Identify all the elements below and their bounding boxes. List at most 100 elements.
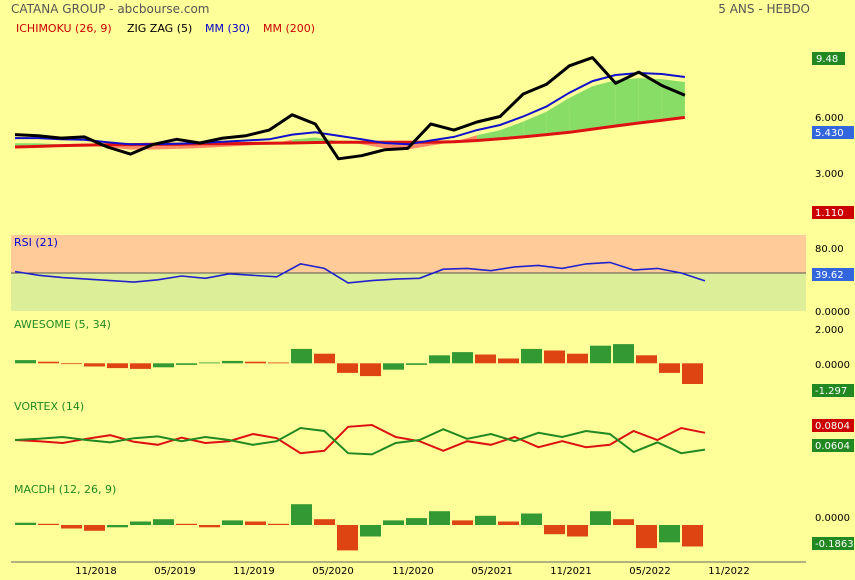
histogram-bar bbox=[544, 525, 565, 535]
histogram-bar bbox=[199, 525, 220, 528]
price-tick-6: 6.000 bbox=[815, 113, 844, 124]
cloud-segment-bull bbox=[477, 130, 501, 140]
x-tick: 05/2022 bbox=[629, 566, 671, 577]
histogram-bar bbox=[521, 513, 542, 525]
max-price-badge bbox=[812, 52, 845, 65]
last-price-badge bbox=[812, 126, 854, 139]
x-tick: 11/2019 bbox=[233, 566, 275, 577]
x-tick: 05/2021 bbox=[471, 566, 513, 577]
histogram-bar bbox=[38, 523, 59, 525]
histogram-bar bbox=[498, 358, 519, 364]
x-tick: 11/2021 bbox=[550, 566, 592, 577]
price-axis: 9.48 6.000 5.430 3.000 1.110 bbox=[812, 52, 854, 219]
macdh-last-label: -0.1863 bbox=[815, 539, 854, 550]
histogram-bar bbox=[475, 354, 496, 364]
histogram-bar bbox=[498, 521, 519, 525]
histogram-bar bbox=[291, 348, 312, 364]
histogram-bar bbox=[544, 350, 565, 364]
histogram-bar bbox=[383, 520, 404, 525]
awesome-title: AWESOME (5, 34) bbox=[14, 318, 111, 331]
histogram-bar bbox=[199, 362, 220, 364]
histogram-bar bbox=[659, 363, 680, 373]
vortex-minus-label: 0.0604 bbox=[815, 441, 850, 452]
cloud-segment-bull bbox=[546, 97, 570, 134]
rsi-title: RSI (21) bbox=[14, 236, 58, 249]
histogram-bar bbox=[268, 523, 289, 525]
histogram-bar bbox=[452, 520, 473, 525]
price-tick-3: 3.000 bbox=[815, 169, 844, 180]
histogram-bar bbox=[153, 363, 174, 368]
histogram-bar bbox=[360, 363, 381, 377]
histogram-bar bbox=[406, 363, 427, 365]
histogram-bar bbox=[613, 344, 634, 364]
histogram-bar bbox=[245, 521, 266, 525]
min-price-label: 1.110 bbox=[815, 208, 844, 219]
cloud-segment-bull bbox=[15, 143, 39, 146]
min-price-badge bbox=[812, 206, 854, 219]
rsi-last-label: 39.62 bbox=[815, 270, 844, 281]
cloud-segment-bull bbox=[523, 111, 547, 136]
vortex-plus-label: 0.0804 bbox=[815, 421, 850, 432]
histogram-bar bbox=[452, 352, 473, 364]
histogram-bar bbox=[84, 525, 105, 531]
vortex-plus-badge bbox=[812, 419, 854, 432]
vortex-panel: VORTEX (14) 0.0804 0.0604 bbox=[14, 400, 854, 456]
histogram-bar bbox=[636, 355, 657, 364]
cloud-segment-bull bbox=[500, 121, 524, 138]
x-tick: 05/2019 bbox=[154, 566, 196, 577]
rsi-last-badge bbox=[812, 268, 854, 281]
macdh-panel: MACDH (12, 26, 9) 0.0000 -0.1863 bbox=[14, 483, 854, 551]
histogram-bar bbox=[176, 363, 197, 365]
histogram-bar bbox=[475, 515, 496, 525]
awesome-tick-0: 0.0000 bbox=[815, 360, 850, 371]
histogram-bar bbox=[15, 360, 36, 364]
histogram-bar bbox=[314, 519, 335, 525]
legend-ma30: MM (30) bbox=[205, 22, 250, 35]
macdh-title: MACDH (12, 26, 9) bbox=[14, 483, 116, 496]
histogram-bar bbox=[429, 511, 450, 525]
legend-ma200: MM (200) bbox=[263, 22, 315, 35]
rsi-panel: RSI (21) 80.00 39.62 0.0000 bbox=[11, 235, 854, 318]
histogram-bar bbox=[107, 525, 128, 528]
vortex-plus-line bbox=[14, 426, 706, 456]
cloud-segment-bull bbox=[615, 78, 639, 125]
histogram-bar bbox=[567, 525, 588, 537]
period-label: 5 ANS - HEBDO bbox=[718, 2, 810, 16]
cloud-segment-bull bbox=[292, 137, 316, 142]
histogram-bar bbox=[268, 362, 289, 364]
histogram-bar bbox=[38, 361, 59, 364]
x-tick: 11/2022 bbox=[708, 566, 750, 577]
histogram-bar bbox=[360, 525, 381, 537]
histogram-bar bbox=[590, 345, 611, 364]
histogram-bar bbox=[291, 504, 312, 525]
rsi-line bbox=[14, 261, 706, 284]
price-zigzag-line bbox=[14, 56, 686, 161]
histogram-bar bbox=[337, 363, 358, 373]
histogram-bar bbox=[130, 363, 151, 369]
awesome-last-label: -1.297 bbox=[815, 386, 847, 397]
histogram-bar bbox=[659, 525, 680, 543]
histogram-bar bbox=[636, 525, 657, 549]
awesome-tick-2: 2.000 bbox=[815, 325, 844, 336]
cloud-segment-bull bbox=[638, 78, 662, 122]
rsi-overbought-zone bbox=[11, 235, 806, 273]
vortex-minus-line bbox=[14, 423, 706, 455]
last-price-label: 5.430 bbox=[815, 128, 844, 139]
legend-zigzag: ZIG ZAG (5) bbox=[127, 22, 192, 35]
histogram-bar bbox=[15, 522, 36, 525]
x-axis: 11/2018 05/2019 11/2019 05/2020 11/2020 … bbox=[11, 561, 806, 577]
x-tick: 11/2020 bbox=[392, 566, 434, 577]
awesome-histogram bbox=[15, 344, 703, 384]
awesome-last-badge bbox=[812, 384, 854, 397]
cloud-segment-bull bbox=[592, 80, 616, 128]
vortex-title: VORTEX (14) bbox=[14, 400, 84, 413]
histogram-bar bbox=[613, 519, 634, 525]
histogram-bar bbox=[383, 363, 404, 370]
awesome-panel: AWESOME (5, 34) 2.000 0.0000 -1.297 bbox=[14, 318, 854, 397]
x-tick: 05/2020 bbox=[312, 566, 354, 577]
vortex-minus-badge bbox=[812, 439, 854, 452]
histogram-bar bbox=[153, 519, 174, 525]
histogram-bar bbox=[176, 523, 197, 525]
histogram-bar bbox=[314, 353, 335, 364]
